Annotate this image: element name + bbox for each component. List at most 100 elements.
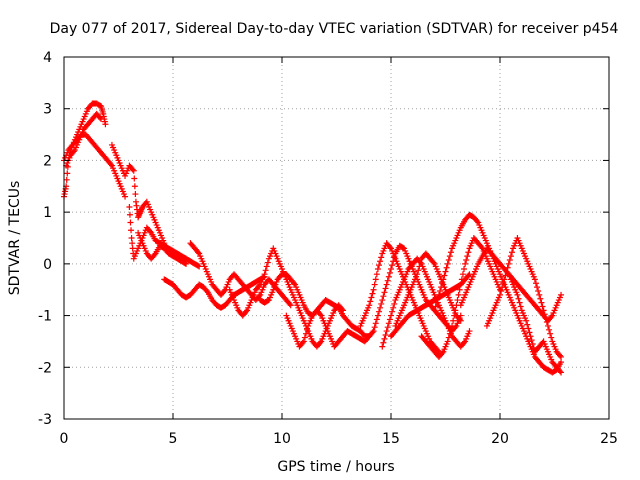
data-point bbox=[504, 264, 511, 271]
data-point bbox=[122, 193, 129, 200]
series-track-k bbox=[283, 307, 373, 350]
data-point bbox=[383, 328, 390, 335]
data-point bbox=[441, 272, 448, 279]
data-point bbox=[399, 244, 406, 251]
data-point bbox=[534, 284, 541, 291]
y-tick-label: 1 bbox=[43, 205, 52, 221]
data-point bbox=[382, 331, 389, 338]
data-point bbox=[546, 326, 553, 333]
y-tick-label: 3 bbox=[43, 102, 52, 118]
data-point bbox=[541, 311, 548, 318]
data-point bbox=[98, 116, 105, 123]
data-point bbox=[317, 339, 324, 346]
data-point bbox=[445, 256, 452, 263]
data-point bbox=[151, 251, 158, 258]
data-point bbox=[515, 295, 522, 302]
data-point bbox=[126, 211, 133, 218]
data-point bbox=[439, 280, 446, 287]
data-point bbox=[537, 295, 544, 302]
data-point bbox=[382, 285, 389, 292]
data-point bbox=[366, 302, 373, 309]
data-point bbox=[388, 266, 394, 273]
data-point bbox=[196, 263, 203, 270]
data-point bbox=[508, 249, 515, 256]
data-point bbox=[440, 276, 447, 283]
data-point bbox=[386, 269, 393, 276]
data-point bbox=[540, 307, 547, 314]
data-point bbox=[501, 276, 508, 283]
data-point bbox=[127, 219, 134, 226]
data-point bbox=[262, 267, 269, 274]
data-point bbox=[63, 176, 70, 183]
data-point bbox=[301, 334, 308, 341]
data-point bbox=[474, 218, 481, 225]
data-point bbox=[450, 317, 457, 324]
data-point bbox=[130, 167, 137, 174]
data-point bbox=[523, 317, 530, 324]
data-point bbox=[505, 260, 512, 267]
data-point bbox=[506, 256, 513, 263]
data-point bbox=[456, 316, 463, 323]
data-point bbox=[443, 264, 450, 271]
data-point bbox=[261, 271, 268, 278]
data-point bbox=[368, 294, 375, 301]
data-point bbox=[478, 244, 485, 251]
data-point bbox=[535, 288, 542, 295]
x-tick-label: 15 bbox=[382, 431, 400, 447]
data-point bbox=[286, 300, 293, 307]
data-point bbox=[304, 326, 311, 333]
data-point bbox=[373, 271, 380, 278]
data-point bbox=[370, 286, 377, 293]
data-point bbox=[132, 191, 139, 198]
x-tick-label: 0 bbox=[60, 431, 69, 447]
data-point bbox=[432, 303, 439, 310]
data-point bbox=[299, 339, 306, 346]
data-point bbox=[444, 338, 451, 345]
data-point bbox=[380, 339, 387, 346]
data-point bbox=[376, 308, 383, 315]
data-point bbox=[126, 203, 133, 210]
data-markers bbox=[61, 100, 565, 376]
data-point bbox=[517, 303, 524, 310]
data-point bbox=[556, 368, 563, 375]
data-point bbox=[181, 260, 188, 267]
data-point bbox=[376, 262, 383, 269]
data-point bbox=[500, 280, 507, 287]
data-point bbox=[447, 326, 454, 333]
data-point bbox=[547, 330, 554, 337]
data-point bbox=[129, 245, 136, 252]
data-point bbox=[430, 259, 437, 266]
data-point bbox=[497, 291, 503, 298]
data-point bbox=[372, 320, 379, 327]
data-point bbox=[391, 300, 398, 307]
data-point bbox=[465, 272, 472, 279]
data-point bbox=[70, 148, 77, 155]
x-tick-labels: 0 5 10 15 20 25 bbox=[60, 431, 618, 447]
data-point bbox=[558, 359, 565, 366]
axis-ticks bbox=[63, 56, 610, 420]
data-point bbox=[374, 312, 381, 319]
data-point bbox=[371, 324, 378, 331]
data-point bbox=[449, 322, 456, 329]
y-tick-label: 2 bbox=[43, 153, 52, 169]
data-point bbox=[383, 281, 390, 288]
data-point bbox=[498, 288, 505, 295]
data-point bbox=[290, 280, 297, 287]
data-point bbox=[367, 298, 374, 305]
data-point bbox=[381, 335, 388, 342]
data-point bbox=[380, 293, 387, 300]
data-point bbox=[434, 295, 441, 302]
data-point bbox=[452, 307, 459, 314]
data-point bbox=[543, 319, 550, 326]
data-point bbox=[300, 338, 307, 345]
data-point bbox=[391, 254, 398, 261]
data-point bbox=[374, 266, 381, 273]
data-point bbox=[437, 288, 444, 295]
data-point bbox=[379, 343, 386, 350]
data-point bbox=[369, 290, 376, 297]
data-point bbox=[558, 353, 565, 360]
data-point bbox=[459, 271, 466, 278]
series-track-t bbox=[483, 235, 565, 360]
data-point bbox=[377, 258, 384, 265]
data-point bbox=[507, 253, 514, 260]
